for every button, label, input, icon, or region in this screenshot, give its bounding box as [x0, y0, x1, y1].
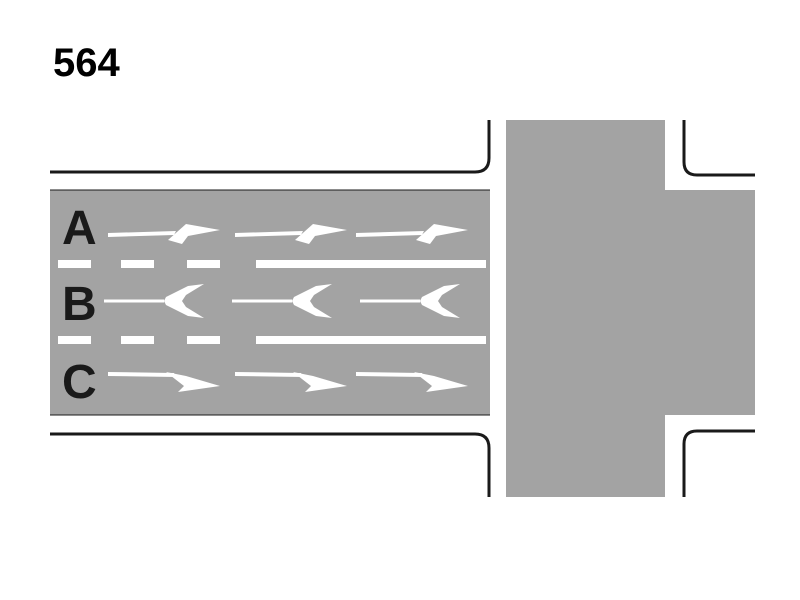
kerb-bottom-left: [50, 434, 489, 497]
kerb-bottom-right: [684, 431, 755, 497]
junction-edge-line: [490, 190, 506, 415]
divider-bc-solid: [256, 336, 486, 344]
lane-label-c: C: [62, 356, 97, 409]
divider-ab-dash-1: [58, 260, 91, 268]
divider-bc-dash-1: [58, 336, 91, 344]
divider-ab-dash-3: [187, 260, 220, 268]
exit-road: [665, 190, 755, 415]
divider-ab-dash-2: [121, 260, 154, 268]
kerb-top-left: [50, 120, 489, 172]
lane-label-a: A: [62, 202, 97, 255]
kerb-top-right: [684, 120, 755, 175]
cross-road: [506, 120, 665, 497]
lane-label-b: B: [62, 278, 97, 331]
divider-bc-dash-3: [187, 336, 220, 344]
divider-bc-dash-2: [121, 336, 154, 344]
divider-ab-solid: [256, 260, 486, 268]
